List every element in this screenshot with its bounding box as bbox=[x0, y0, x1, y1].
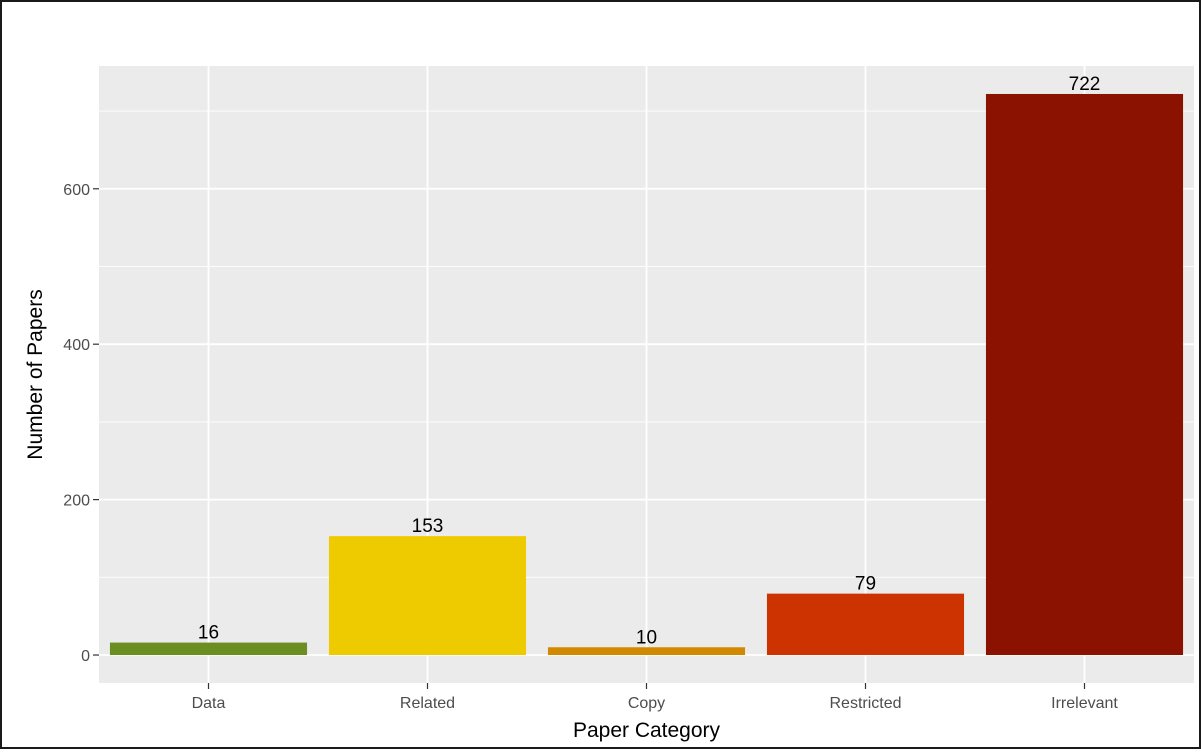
y-tick-label: 600 bbox=[63, 182, 90, 199]
bar-value-label: 10 bbox=[636, 627, 657, 648]
y-axis: 0 200 400 600 bbox=[63, 182, 99, 665]
bar-value-labels: 16 153 10 79 722 bbox=[198, 74, 1100, 648]
x-tick-label: Related bbox=[400, 695, 455, 712]
bars bbox=[109, 93, 1184, 656]
y-axis-title: Number of Papers bbox=[24, 289, 47, 459]
x-tick-label: Copy bbox=[628, 695, 665, 712]
x-axis: Data Related Copy Restricted Irrelevant bbox=[192, 683, 1118, 712]
bar-related bbox=[328, 536, 527, 656]
bar-value-label: 79 bbox=[855, 574, 876, 595]
x-tick-label: Data bbox=[192, 695, 226, 712]
bar-value-label: 16 bbox=[198, 623, 219, 644]
x-tick-label: Restricted bbox=[829, 695, 901, 712]
x-tick-label: Irrelevant bbox=[1051, 695, 1118, 712]
y-tick-label: 200 bbox=[63, 493, 90, 510]
y-tick-label: 400 bbox=[63, 337, 90, 354]
x-axis-title: Paper Category bbox=[573, 719, 721, 742]
y-tick-label: 0 bbox=[81, 648, 90, 665]
bar-irrelevant bbox=[985, 93, 1184, 656]
bar-restricted bbox=[766, 593, 965, 656]
bar-copy bbox=[547, 647, 746, 656]
bar-value-label: 153 bbox=[412, 516, 444, 537]
bar-value-label: 722 bbox=[1069, 74, 1101, 95]
bar-data bbox=[109, 642, 308, 656]
